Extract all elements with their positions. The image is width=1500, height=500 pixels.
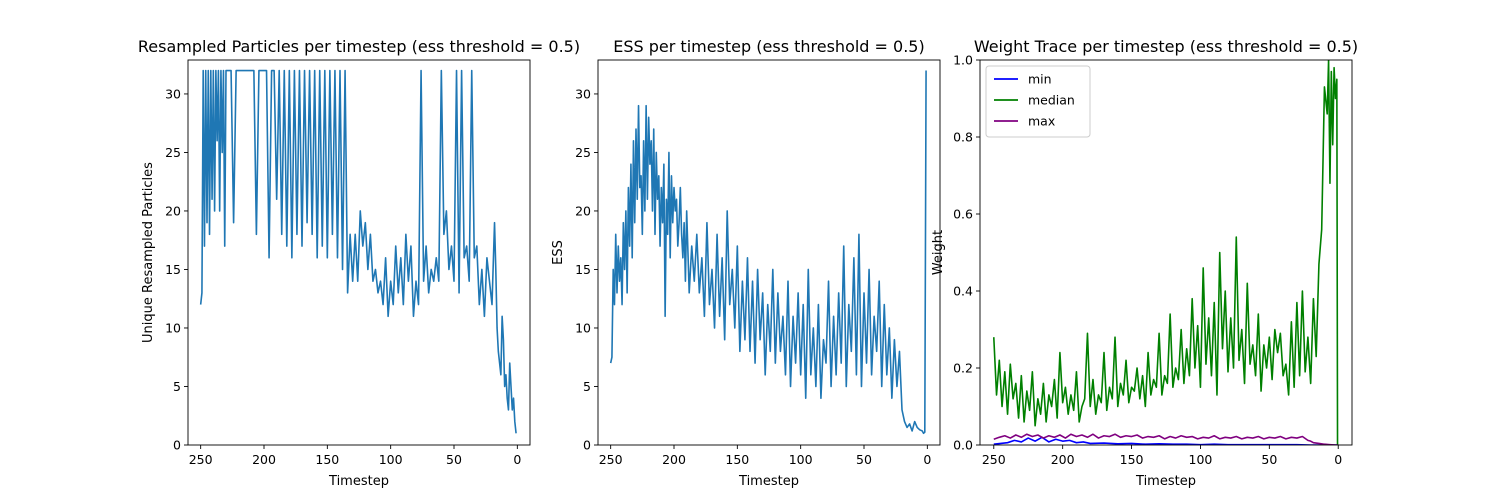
y-tick-label: 0.0 — [953, 438, 973, 453]
axes-frame — [187, 59, 531, 446]
y-tick-label: 30 — [165, 86, 181, 101]
chart-panel-3: 250 200 150 100 50 0 0.0 0.2 0.4 0.6 0.8 1.0Weight … — [931, 37, 1358, 489]
x-axis-label: Timestep — [738, 474, 799, 489]
x-tick-label: 50 — [1261, 452, 1277, 467]
y-tick-label: 25 — [165, 145, 181, 160]
x-axis-label: Timestep — [1135, 474, 1196, 489]
y-tick-label: 15 — [575, 262, 591, 277]
y-tick-label: 0.4 — [953, 284, 973, 299]
y-tick-label: 1.0 — [953, 53, 973, 68]
x-tick-label: 200 — [1051, 452, 1075, 467]
x-tick-label: 250 — [599, 452, 623, 467]
axes-frame — [597, 59, 941, 446]
series-line-1 — [199, 69, 517, 434]
y-tick-label: 10 — [575, 320, 591, 335]
x-tick-label: 250 — [982, 452, 1006, 467]
x-tick-label: 0 — [1334, 452, 1342, 467]
y-tick-label: 20 — [575, 203, 591, 218]
x-tick-label: 50 — [856, 452, 872, 467]
y-tick-label: 30 — [575, 86, 591, 101]
legend-label-max: max — [1028, 114, 1055, 129]
legend-label-median: median — [1028, 93, 1075, 108]
y-tick-label: 0.6 — [953, 207, 973, 222]
y-tick-label: 0 — [173, 438, 181, 453]
series-line-median — [992, 60, 1339, 445]
series-line-1 — [609, 70, 927, 435]
y-tick-label: 0.2 — [953, 361, 973, 376]
x-tick-label: 100 — [1189, 452, 1213, 467]
y-tick-label: 20 — [165, 203, 181, 218]
legend-box — [985, 65, 1091, 138]
y-tick-label: 5 — [173, 379, 181, 394]
y-tick-label: 25 — [575, 145, 591, 160]
series-line-max — [993, 433, 1339, 445]
x-tick-label: 200 — [662, 452, 686, 467]
y-tick-label: 5 — [583, 379, 591, 394]
legend-label-min: min — [1028, 72, 1052, 87]
x-tick-label: 150 — [725, 452, 749, 467]
x-axis-label: Timestep — [328, 474, 389, 489]
legend: min median max — [985, 65, 1091, 138]
axes-frame — [979, 59, 1353, 446]
chart-title: Resampled Particles per timestep (ess th… — [138, 37, 580, 56]
chart-panel-2: 250 200 150 100 50 0 0 5 10 15 20 25 30 ESS per times… — [551, 37, 941, 489]
x-tick-label: 250 — [189, 452, 213, 467]
y-axis-label: Weight — [931, 230, 946, 275]
y-tick-label: 0.8 — [953, 130, 973, 145]
x-tick-label: 100 — [379, 452, 403, 467]
chart-title: Weight Trace per timestep (ess threshold… — [974, 37, 1358, 56]
chart-panel-1: 250 200 150 100 50 0 0 5 10 15 20 25 30 Resampled Par… — [138, 37, 580, 489]
x-tick-label: 0 — [923, 452, 931, 467]
x-tick-label: 150 — [1120, 452, 1144, 467]
chart-title: ESS per timestep (ess threshold = 0.5) — [613, 37, 924, 56]
x-tick-label: 50 — [446, 452, 462, 467]
y-tick-label: 15 — [165, 262, 181, 277]
y-tick-label: 0 — [583, 438, 591, 453]
y-axis-label: Unique Resampled Particles — [141, 162, 156, 343]
x-tick-label: 150 — [315, 452, 339, 467]
x-tick-label: 100 — [789, 452, 813, 467]
x-tick-label: 0 — [513, 452, 521, 467]
x-tick-label: 200 — [252, 452, 276, 467]
y-tick-label: 10 — [165, 320, 181, 335]
y-axis-label: ESS — [551, 240, 566, 265]
